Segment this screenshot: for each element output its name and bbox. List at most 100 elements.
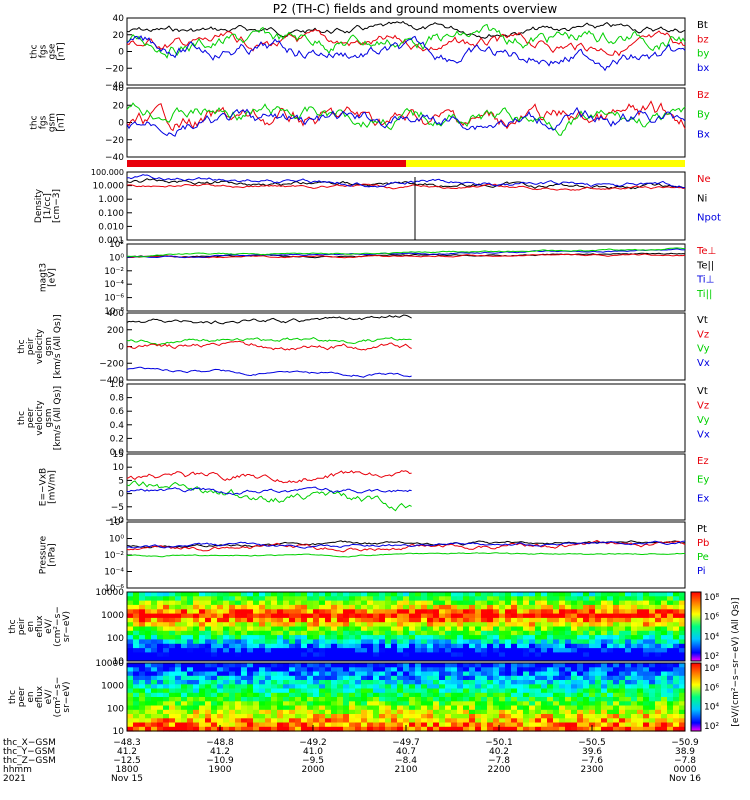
spectrogram-cell: [187, 635, 194, 640]
spectrogram-cell: [421, 709, 428, 715]
y-axis-label-line: (cm²−s−: [53, 606, 63, 647]
spectrogram-cell: [241, 663, 248, 668]
spectrogram-cell: [151, 596, 158, 602]
spectrogram-cell: [607, 701, 614, 707]
spectrogram-cell: [367, 701, 374, 707]
spectrogram-cell: [589, 596, 596, 602]
spectrogram-cell: [559, 718, 566, 724]
spectrogram-cell: [565, 613, 572, 619]
spectrogram-cell: [247, 705, 254, 711]
spectrogram-cell: [661, 656, 668, 662]
y-axis-label-line: [nPa]: [48, 543, 58, 566]
spectrogram-cell: [475, 718, 482, 724]
spectrogram-cell: [175, 643, 182, 649]
spectrogram-cell: [643, 697, 650, 702]
spectrogram-cell: [313, 697, 320, 702]
spectrogram-cell: [595, 692, 602, 698]
spectrogram-cell: [127, 617, 134, 623]
spectrogram-cell: [187, 705, 194, 711]
spectrogram-cell: [601, 648, 608, 653]
spectrogram-cell: [469, 592, 476, 597]
spectrogram-cell: [397, 656, 404, 662]
spectrogram-cell: [595, 600, 602, 606]
x-tick-label: −10.9: [206, 756, 234, 766]
spectrogram-cell: [565, 600, 572, 606]
spectrogram-cell: [559, 714, 566, 719]
spectrogram-cell: [139, 709, 146, 715]
spectrogram-cell: [571, 592, 578, 597]
spectrogram-cell: [517, 613, 524, 619]
spectrogram-cell: [379, 596, 386, 602]
spectrogram-cell: [559, 609, 566, 615]
spectrogram-cell: [181, 718, 188, 724]
spectrogram-cell: [265, 596, 272, 602]
spectrogram-cell: [547, 705, 554, 711]
spectrogram-cell: [649, 714, 656, 719]
spectrogram-cell: [337, 635, 344, 640]
spectrogram-cell: [637, 675, 644, 681]
spectrogram-cell: [607, 613, 614, 619]
spectrogram-cell: [397, 596, 404, 602]
spectrogram-cell: [571, 709, 578, 715]
spectrogram-cell: [181, 705, 188, 711]
spectrogram-cell: [553, 671, 560, 677]
spectrogram-cell: [343, 680, 350, 685]
spectrogram-cell: [541, 714, 548, 719]
spectrogram-cell: [421, 643, 428, 649]
spectrogram-cell: [241, 613, 248, 619]
spectrogram-cell: [301, 701, 308, 707]
spectrogram-cell: [301, 688, 308, 694]
spectrogram-cell: [319, 613, 326, 619]
spectrogram-cell: [145, 680, 152, 685]
spectrogram-cell: [601, 652, 608, 658]
y-tick-label: 10²: [109, 518, 124, 528]
spectrogram-cell: [337, 705, 344, 711]
spectrogram-cell: [361, 613, 368, 619]
spectrogram-cell: [427, 622, 434, 627]
date-label: Nov 16: [669, 774, 701, 784]
spectrogram-cell: [547, 635, 554, 640]
spectrogram-cell: [253, 648, 260, 653]
spectrogram-cell: [271, 643, 278, 649]
spectrogram-cell: [661, 652, 668, 658]
spectrogram-cell: [319, 604, 326, 610]
spectrogram-cell: [499, 648, 506, 653]
spectrogram-cell: [199, 609, 206, 615]
spectrogram-cell: [313, 639, 320, 645]
spectrogram-cell: [229, 622, 236, 627]
spectrogram-cell: [511, 705, 518, 711]
spectrogram-cell: [391, 714, 398, 719]
spectrogram-cell: [493, 722, 500, 728]
spectrogram-cell: [505, 726, 512, 732]
spectrogram-cell: [469, 648, 476, 653]
spectrogram-cell: [493, 635, 500, 640]
spectrogram-cell: [271, 613, 278, 619]
spectrogram-cell: [307, 652, 314, 658]
spectrogram-cell: [613, 626, 620, 632]
spectrogram-cell: [397, 648, 404, 653]
spectrogram-cell: [679, 604, 686, 610]
series-Bx: [126, 106, 686, 137]
spectrogram-cell: [517, 617, 524, 623]
spectrogram-cell: [649, 630, 656, 636]
spectrogram-cell: [139, 596, 146, 602]
spectrogram-cell: [607, 697, 614, 702]
spectrogram-cell: [631, 726, 638, 732]
spectrogram-cell: [283, 688, 290, 694]
spectrogram-cell: [583, 692, 590, 698]
spectrogram-cell: [493, 596, 500, 602]
spectrogram-cell: [595, 675, 602, 681]
spectrogram-cell: [367, 692, 374, 698]
spectrogram-cell: [169, 680, 176, 685]
colorbar-tick: 10⁸: [704, 664, 719, 674]
spectrogram-cell: [217, 613, 224, 619]
spectrogram-cell: [505, 705, 512, 711]
spectrogram-cell: [145, 609, 152, 615]
spectrogram-cell: [667, 718, 674, 724]
spectrogram-cell: [451, 656, 458, 662]
spectrogram-cell: [313, 652, 320, 658]
spectrogram-cell: [427, 714, 434, 719]
spectrogram-cell: [187, 596, 194, 602]
spectrogram-cell: [679, 639, 686, 645]
spectrogram-cell: [655, 656, 662, 662]
